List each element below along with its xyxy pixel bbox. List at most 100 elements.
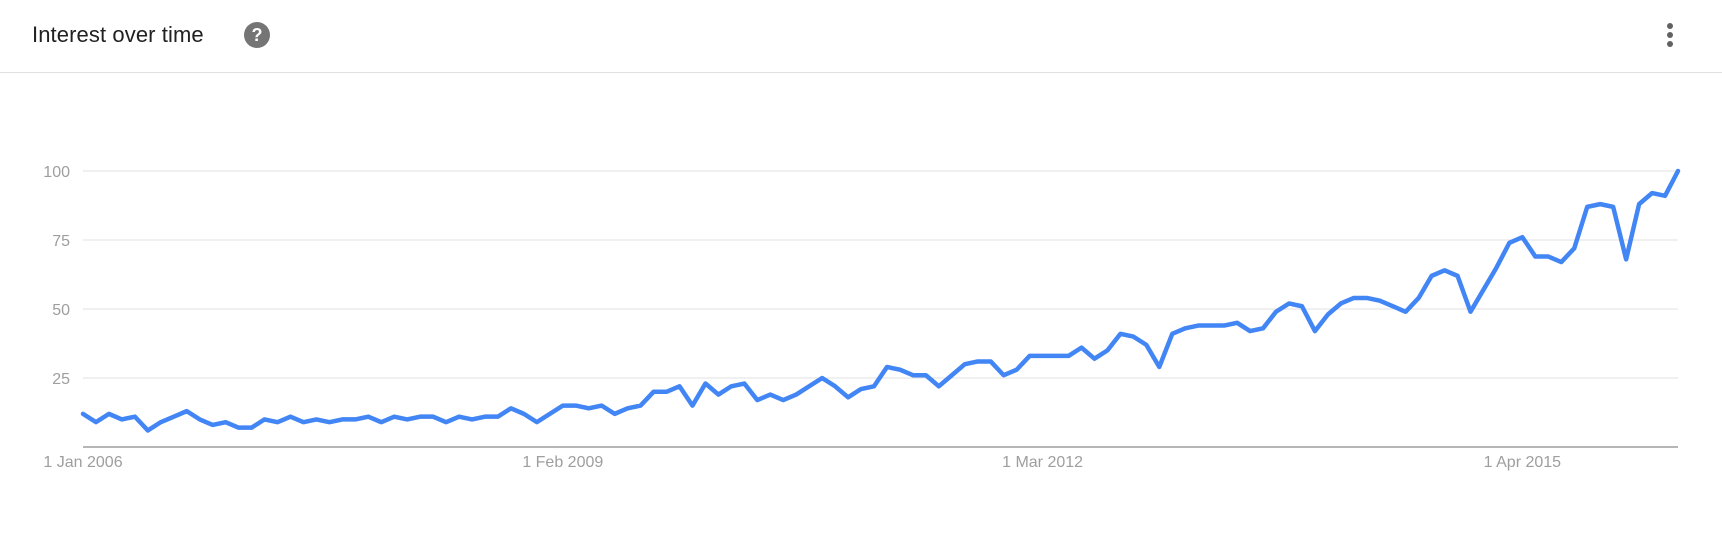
data-point[interactable]	[326, 419, 332, 425]
data-point[interactable]	[1066, 353, 1072, 359]
data-point[interactable]	[1027, 353, 1033, 359]
data-point[interactable]	[962, 361, 968, 367]
data-point[interactable]	[1001, 372, 1007, 378]
data-point[interactable]	[897, 367, 903, 373]
data-point[interactable]	[1182, 325, 1188, 331]
data-point[interactable]	[560, 403, 566, 409]
data-point[interactable]	[754, 397, 760, 403]
data-point[interactable]	[1571, 245, 1577, 251]
data-point[interactable]	[482, 414, 488, 420]
data-point[interactable]	[158, 419, 164, 425]
data-point[interactable]	[664, 389, 670, 395]
data-point[interactable]	[1130, 334, 1136, 340]
data-point[interactable]	[1675, 168, 1681, 174]
data-point[interactable]	[845, 394, 851, 400]
data-point[interactable]	[1156, 364, 1162, 370]
data-point[interactable]	[625, 405, 631, 411]
data-point[interactable]	[819, 375, 825, 381]
data-point[interactable]	[702, 381, 708, 387]
data-point[interactable]	[586, 405, 592, 411]
data-point[interactable]	[236, 425, 242, 431]
data-point[interactable]	[1247, 328, 1253, 334]
data-point[interactable]	[780, 397, 786, 403]
data-point[interactable]	[275, 419, 281, 425]
data-point[interactable]	[339, 416, 345, 422]
data-point[interactable]	[1273, 309, 1279, 315]
data-point[interactable]	[1416, 295, 1422, 301]
data-point[interactable]	[1493, 265, 1499, 271]
data-point[interactable]	[404, 416, 410, 422]
data-point[interactable]	[197, 416, 203, 422]
data-point[interactable]	[1636, 201, 1642, 207]
data-point[interactable]	[988, 358, 994, 364]
data-point[interactable]	[741, 381, 747, 387]
data-point[interactable]	[949, 372, 955, 378]
help-circle-icon[interactable]: ?	[244, 22, 270, 48]
data-point[interactable]	[651, 389, 657, 395]
data-point[interactable]	[352, 416, 358, 422]
data-point[interactable]	[975, 358, 981, 364]
data-point[interactable]	[1234, 320, 1240, 326]
data-point[interactable]	[1208, 323, 1214, 329]
data-point[interactable]	[1403, 309, 1409, 315]
data-point[interactable]	[132, 414, 138, 420]
data-point[interactable]	[1390, 303, 1396, 309]
data-point[interactable]	[638, 403, 644, 409]
data-point[interactable]	[1040, 353, 1046, 359]
data-point[interactable]	[573, 403, 579, 409]
data-point[interactable]	[223, 419, 229, 425]
data-point[interactable]	[262, 416, 268, 422]
data-point[interactable]	[806, 383, 812, 389]
data-point[interactable]	[1143, 342, 1149, 348]
data-point[interactable]	[1078, 345, 1084, 351]
data-point[interactable]	[300, 419, 306, 425]
data-point[interactable]	[1519, 234, 1525, 240]
data-point[interactable]	[430, 414, 436, 420]
data-point[interactable]	[689, 403, 695, 409]
data-point[interactable]	[1286, 300, 1292, 306]
data-point[interactable]	[1117, 331, 1123, 337]
data-point[interactable]	[547, 411, 553, 417]
data-point[interactable]	[1312, 328, 1318, 334]
data-point[interactable]	[1260, 325, 1266, 331]
data-point[interactable]	[1610, 204, 1616, 210]
data-point[interactable]	[1597, 201, 1603, 207]
data-point[interactable]	[443, 419, 449, 425]
data-point[interactable]	[1104, 347, 1110, 353]
data-point[interactable]	[417, 414, 423, 420]
data-point[interactable]	[1480, 287, 1486, 293]
data-point[interactable]	[923, 372, 929, 378]
data-point[interactable]	[1429, 273, 1435, 279]
data-point[interactable]	[1221, 323, 1227, 329]
data-point[interactable]	[313, 416, 319, 422]
data-point[interactable]	[508, 405, 514, 411]
data-point[interactable]	[677, 383, 683, 389]
data-point[interactable]	[858, 386, 864, 392]
data-point[interactable]	[1325, 312, 1331, 318]
data-point[interactable]	[287, 414, 293, 420]
data-point[interactable]	[728, 383, 734, 389]
data-point[interactable]	[715, 392, 721, 398]
data-point[interactable]	[1364, 295, 1370, 301]
data-point[interactable]	[612, 411, 618, 417]
data-point[interactable]	[249, 425, 255, 431]
data-point[interactable]	[1195, 323, 1201, 329]
data-point[interactable]	[378, 419, 384, 425]
data-point[interactable]	[910, 372, 916, 378]
data-point[interactable]	[1351, 295, 1357, 301]
data-point[interactable]	[832, 383, 838, 389]
data-point[interactable]	[1338, 300, 1344, 306]
data-point[interactable]	[365, 414, 371, 420]
data-point[interactable]	[936, 383, 942, 389]
data-point[interactable]	[391, 414, 397, 420]
data-point[interactable]	[145, 427, 151, 433]
data-point[interactable]	[1506, 240, 1512, 246]
data-point[interactable]	[793, 392, 799, 398]
data-point[interactable]	[456, 414, 462, 420]
data-point[interactable]	[1532, 254, 1538, 260]
data-point[interactable]	[1649, 190, 1655, 196]
data-point[interactable]	[469, 416, 475, 422]
data-point[interactable]	[767, 392, 773, 398]
data-point[interactable]	[1584, 204, 1590, 210]
data-point[interactable]	[1442, 267, 1448, 273]
